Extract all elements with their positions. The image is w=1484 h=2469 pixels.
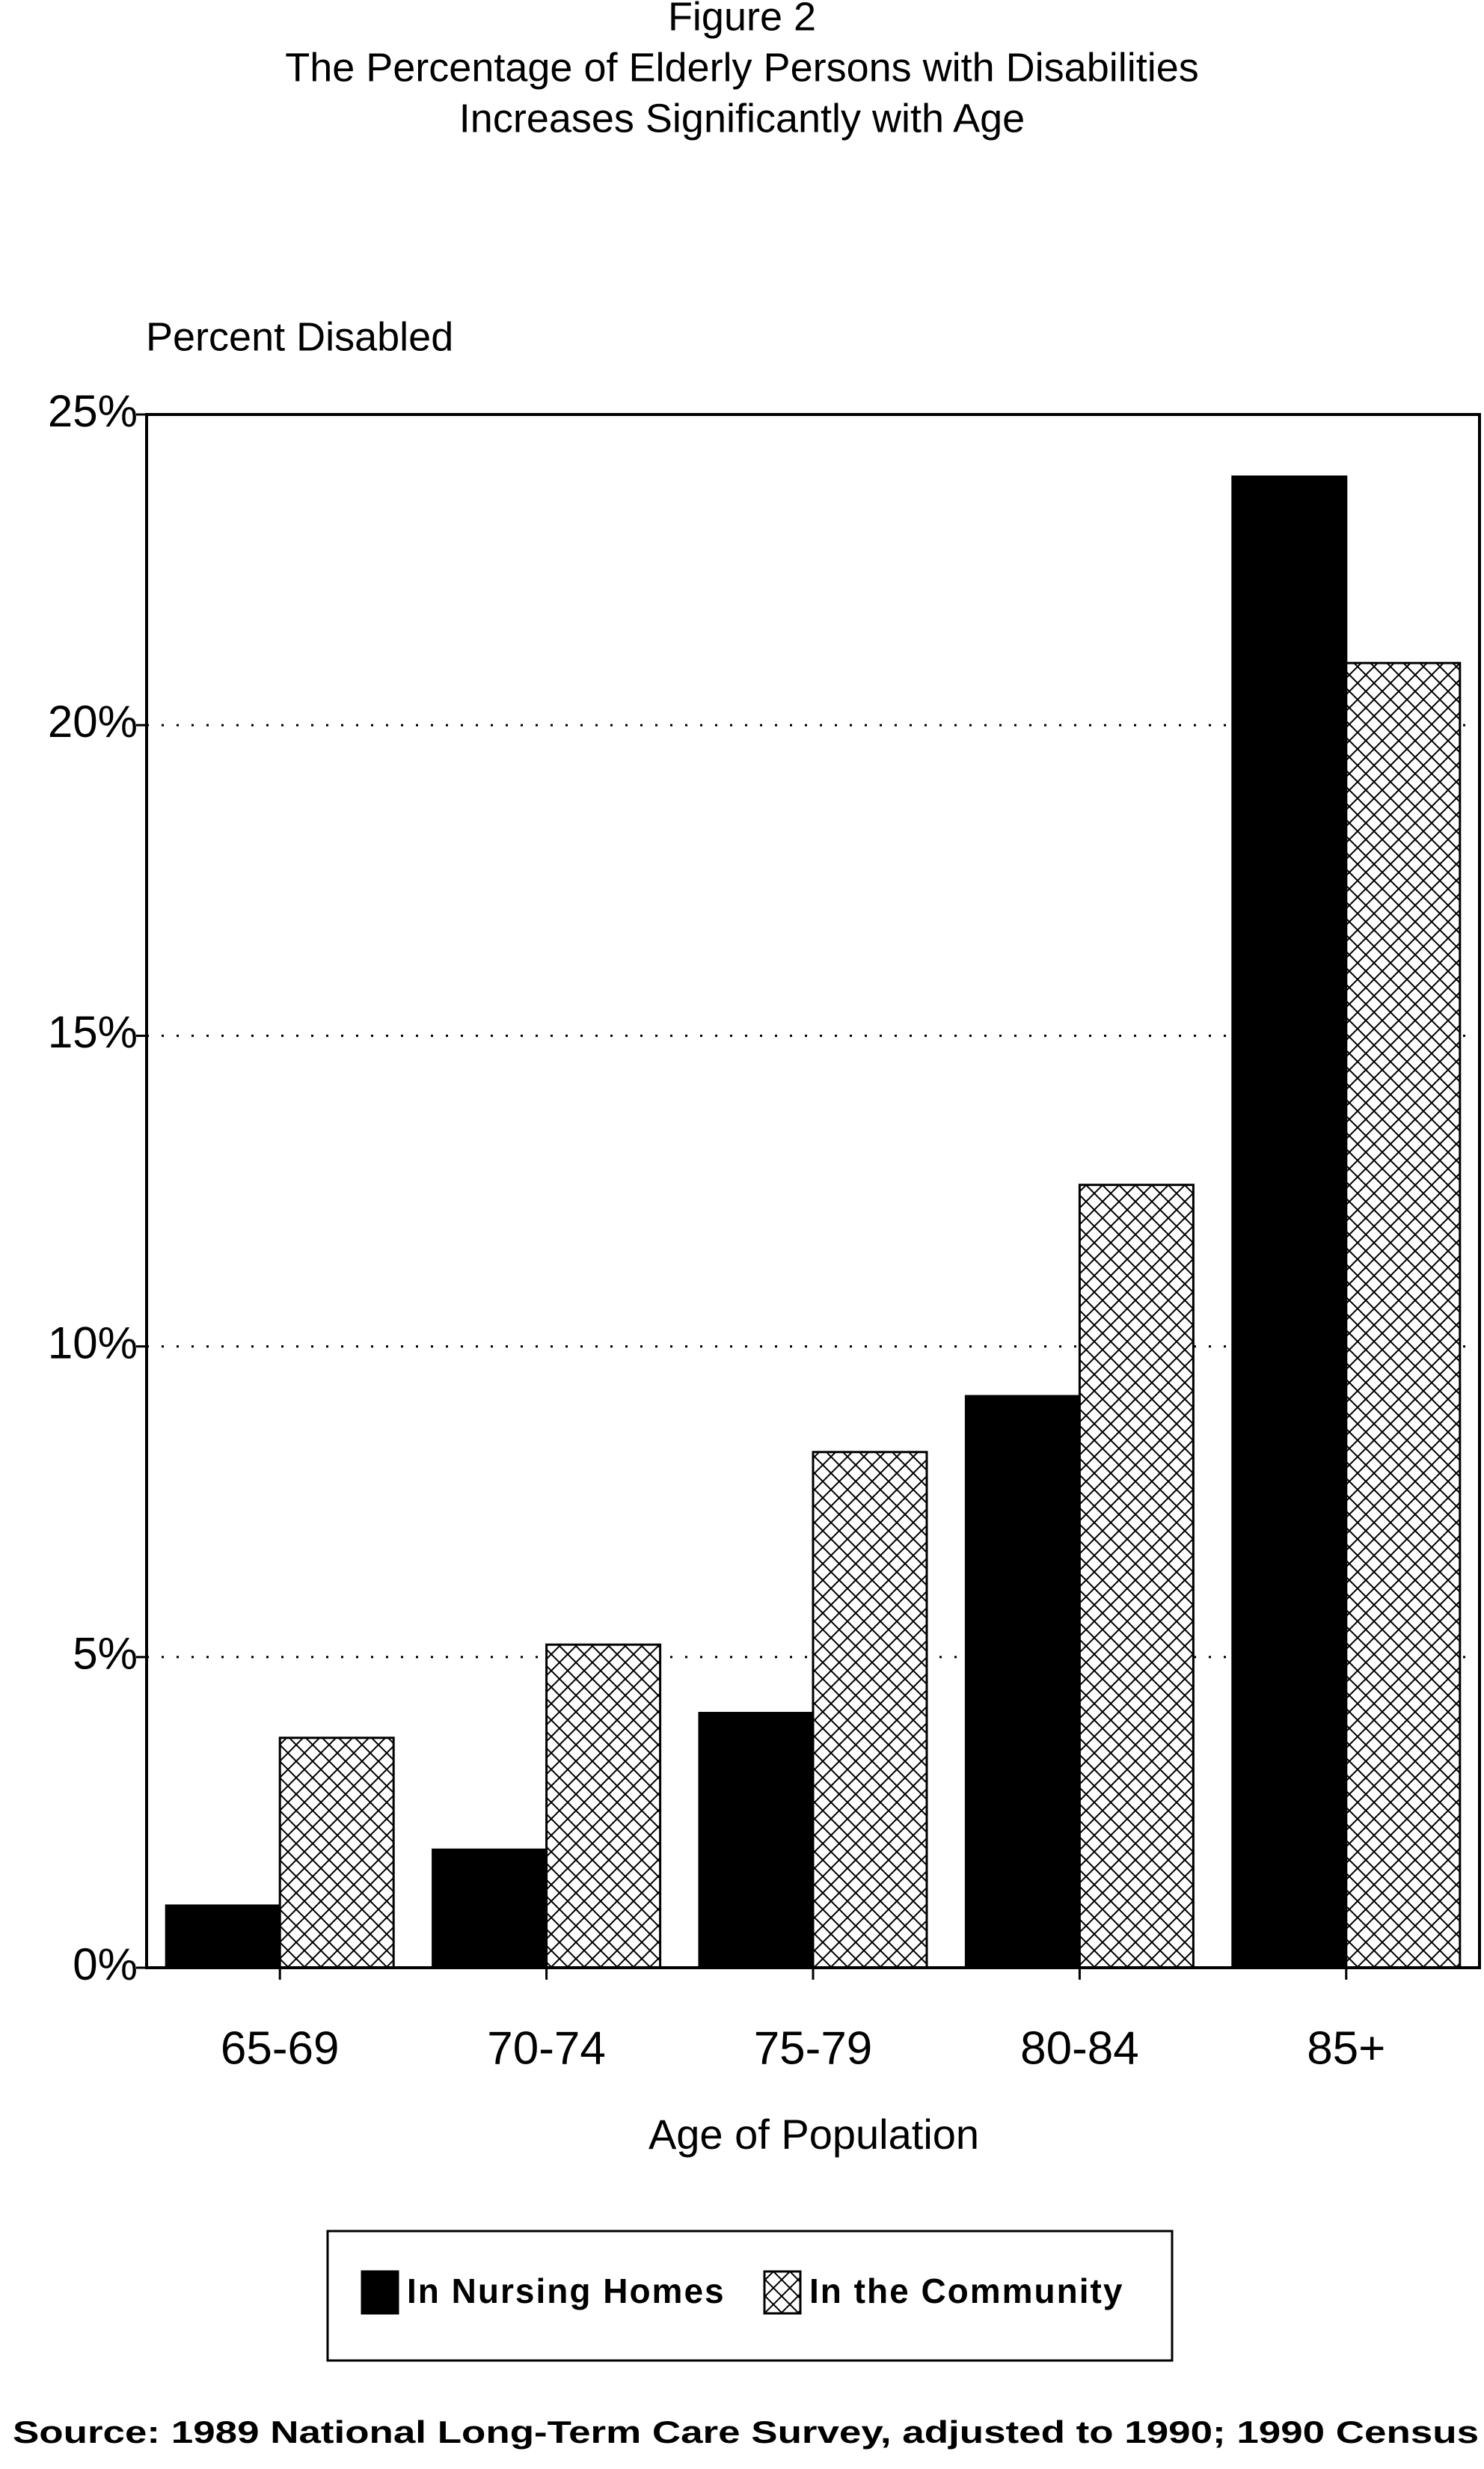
- bar: [1231, 475, 1348, 1969]
- x-tick-label: 80-84: [1020, 2022, 1139, 2074]
- x-tick-label: 65-69: [221, 2022, 340, 2074]
- bar: [812, 1451, 928, 1969]
- chart-title: Figure 2: [668, 0, 816, 39]
- x-axis-label: Age of Population: [649, 2111, 979, 2158]
- source-note: Source: 1989 National Long-Term Care Sur…: [13, 2414, 1479, 2450]
- x-tick-label: 70-74: [487, 2022, 606, 2074]
- chart-title: The Percentage of Elderly Persons with D…: [285, 45, 1199, 90]
- legend-swatch: [763, 2270, 802, 2315]
- y-axis-label: Percent Disabled: [146, 314, 453, 359]
- legend-box: [326, 2230, 1174, 2362]
- y-tick-label: 5%: [73, 1629, 138, 1679]
- chart-title: Increases Significantly with Age: [459, 96, 1025, 141]
- bar: [545, 1643, 662, 1969]
- bar: [964, 1395, 1081, 1969]
- bar: [1078, 1184, 1195, 1969]
- legend-swatch: [361, 2270, 399, 2315]
- y-tick-label: 10%: [48, 1318, 138, 1368]
- legend-label: In the Community: [809, 2271, 1123, 2310]
- bar: [432, 1848, 548, 1969]
- bar: [1345, 661, 1462, 1969]
- bar: [278, 1737, 395, 1969]
- legend-label: In Nursing Homes: [407, 2271, 726, 2310]
- y-tick-label: 0%: [73, 1939, 138, 1989]
- x-tick-label: 85+: [1307, 2022, 1385, 2074]
- x-tick-label: 75-79: [754, 2022, 873, 2074]
- y-tick-label: 15%: [48, 1007, 138, 1057]
- bar: [165, 1904, 281, 1969]
- y-tick-label: 25%: [48, 386, 138, 436]
- y-tick-label: 20%: [48, 697, 138, 747]
- plot-frame: [145, 413, 1481, 1969]
- bar: [698, 1712, 815, 1969]
